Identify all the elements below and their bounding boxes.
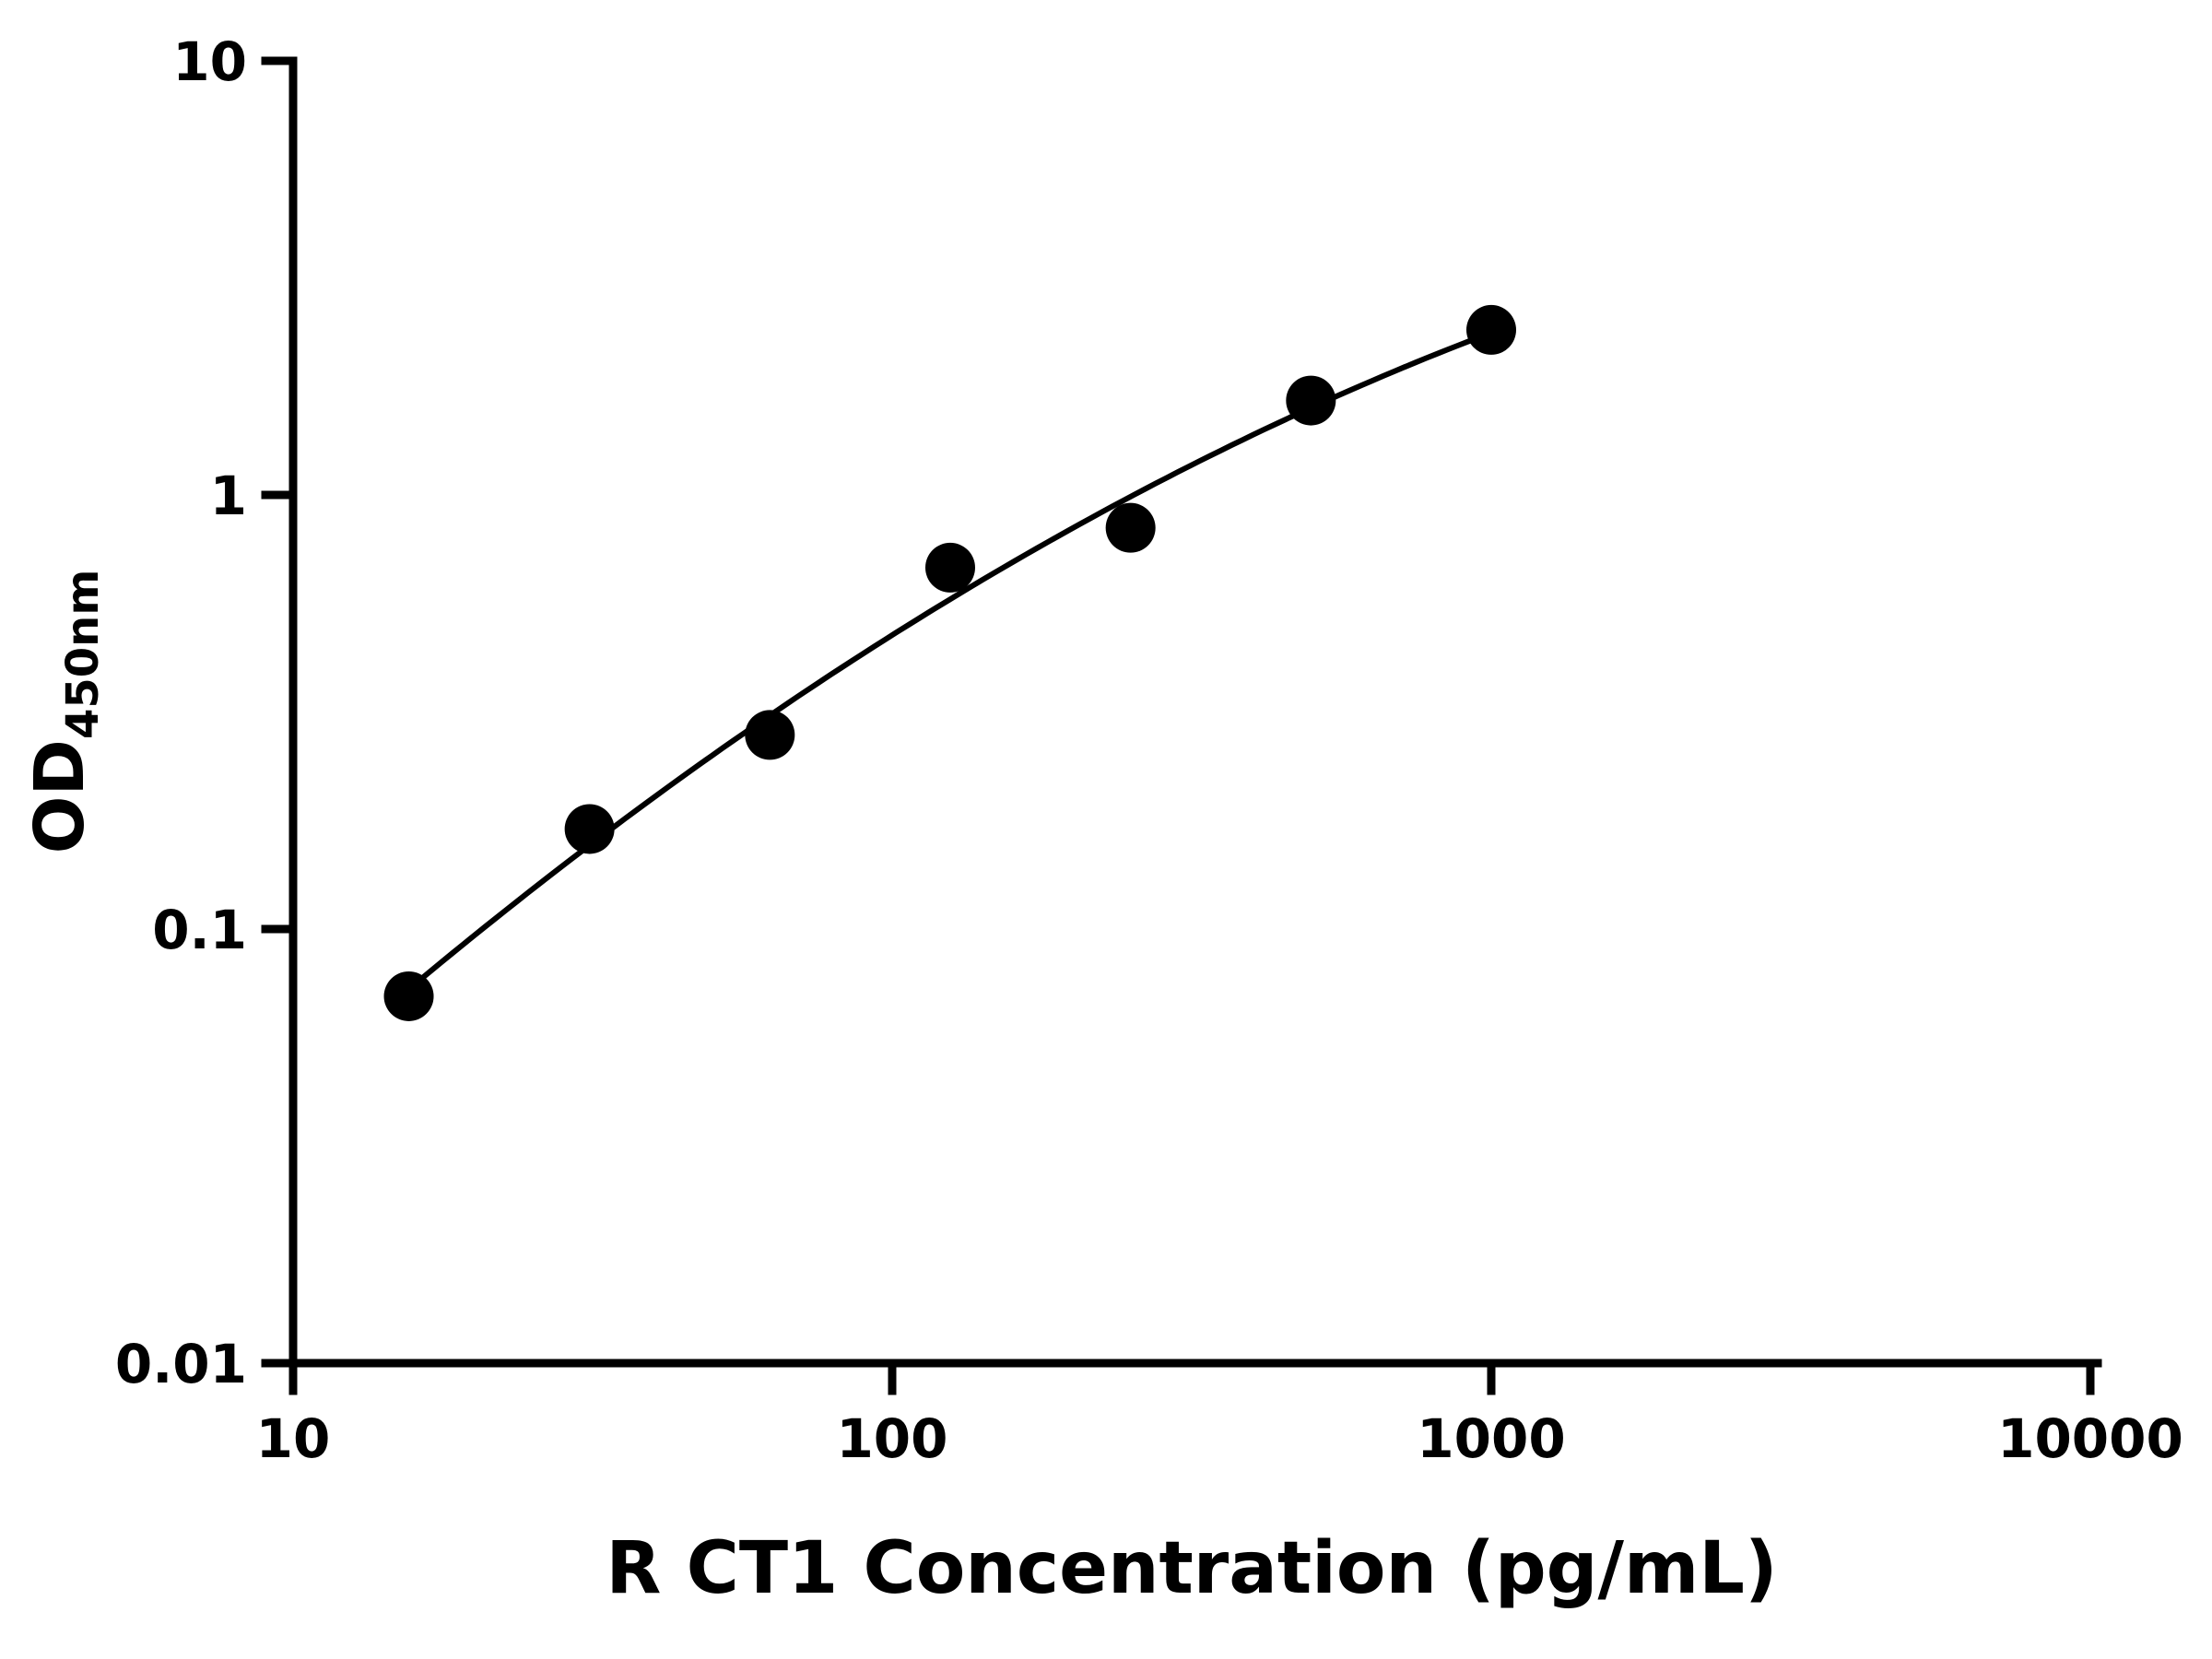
data-point	[1286, 375, 1336, 426]
y-axis-title-sub: 450nm	[57, 570, 109, 739]
y-tick-label: 1	[210, 465, 247, 527]
x-tick-label: 10000	[1997, 1407, 2183, 1470]
x-axis-title: R CT1 Concentration (pg/mL)	[606, 1527, 1777, 1610]
x-tick-label: 1000	[1417, 1407, 1565, 1470]
data-point	[1105, 502, 1156, 553]
y-tick-label: 0.1	[152, 899, 247, 961]
y-tick-label: 10	[172, 30, 247, 93]
data-point	[383, 971, 434, 1021]
y-axis-title-main: OD	[20, 739, 100, 853]
data-point	[924, 542, 975, 593]
fit-curve	[406, 329, 1494, 993]
y-axis-title: OD450nm	[20, 570, 109, 854]
data-point	[1466, 304, 1516, 355]
data-point	[745, 710, 795, 760]
data-point	[564, 804, 615, 854]
y-tick-label: 0.01	[115, 1333, 247, 1395]
x-tick-label: 100	[836, 1407, 947, 1470]
plot-layer: 10 100 1000 10000 0.01 0.1 1 10	[115, 30, 2183, 1470]
x-tick-label: 10	[256, 1407, 331, 1470]
